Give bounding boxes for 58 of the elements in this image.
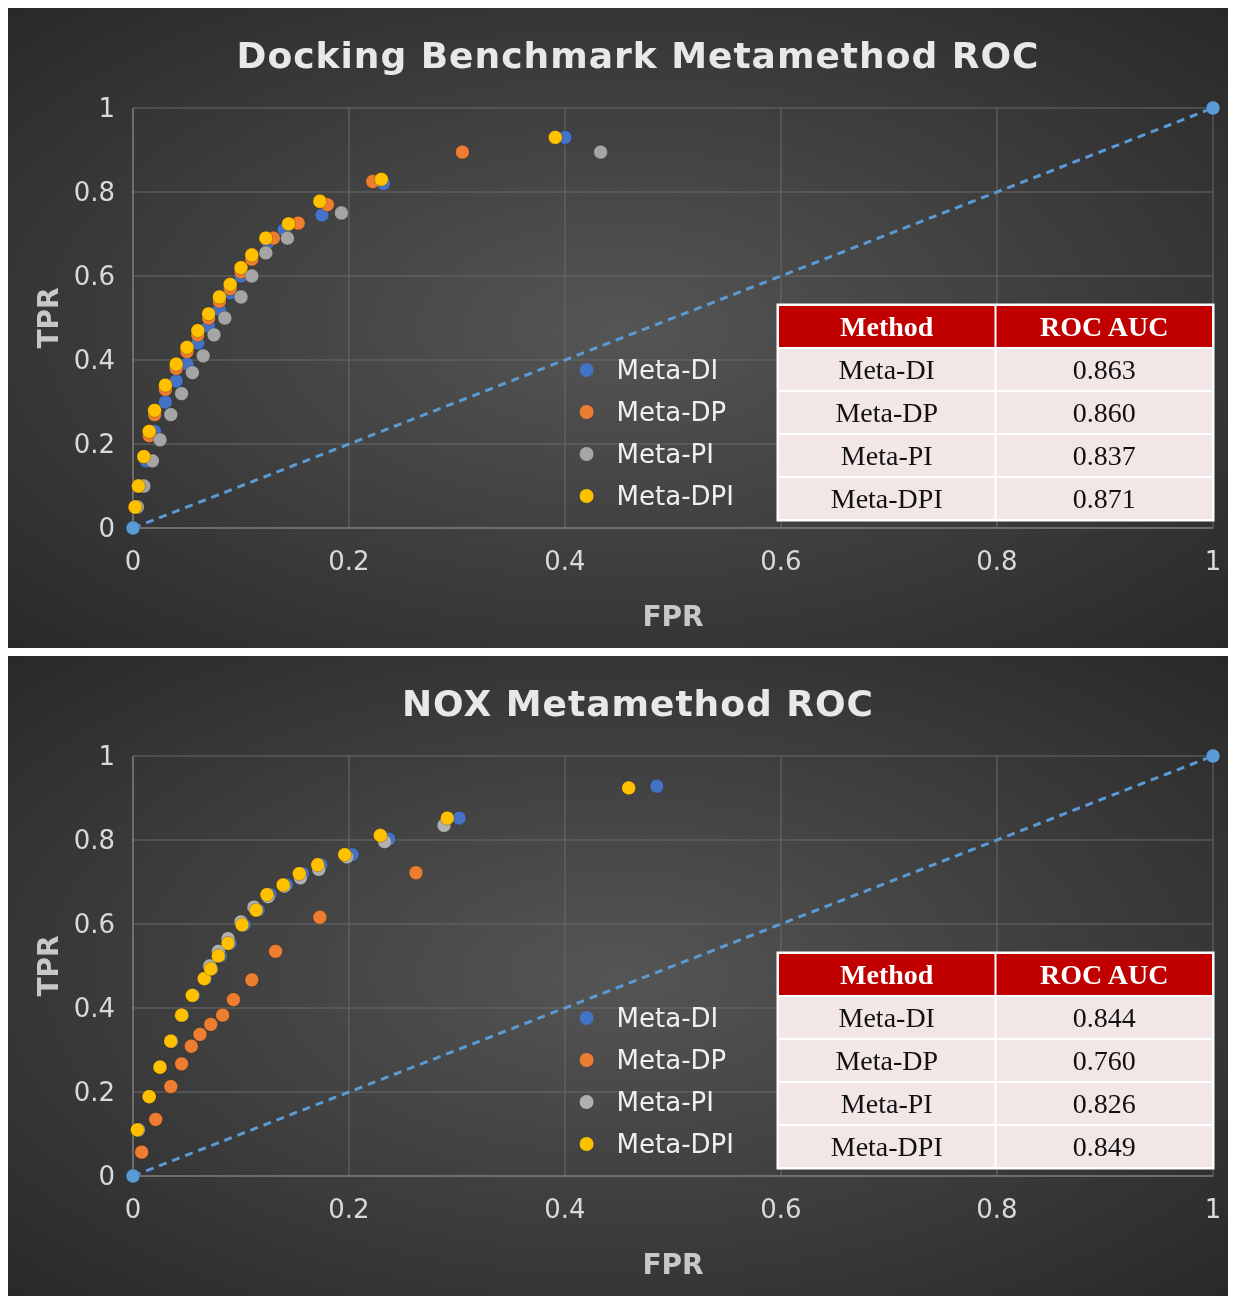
annotation: Method [840,311,934,343]
x-tick-label: 0.4 [544,1194,586,1224]
annotation: 0.760 [1072,1045,1136,1077]
annotation: Meta-PI [840,1088,933,1120]
annotation: Meta-DI [838,354,935,386]
annotation: 0.844 [1072,1002,1136,1034]
x-axis-title: FPR [642,600,704,633]
chart-title: NOX Metamethod ROC [401,683,875,724]
x-tick-label: 0.4 [544,546,586,576]
y-tick-label: 0.2 [73,429,115,460]
annotation: 0.863 [1072,354,1136,386]
y-tick-label: 0 [98,513,115,544]
y-axis-title: TPR [32,935,65,997]
x-tick-label: 0.8 [976,546,1018,576]
annotation: 0.826 [1072,1088,1136,1120]
annotation: Meta-DPI [830,483,943,515]
x-tick-label: 0 [124,546,142,576]
y-tick-label: 0.8 [73,825,115,856]
x-tick-label: 1 [1204,546,1222,576]
annotation: Meta-DP [835,397,939,429]
legend-label: Meta-PI [616,439,714,470]
x-tick-label: 0.2 [328,1194,370,1224]
chart-title: Docking Benchmark Metamethod ROC [236,35,1040,76]
y-tick-label: 0.6 [73,909,115,940]
x-tick-label: 0.6 [760,546,802,576]
y-tick-label: 0.4 [73,993,115,1024]
y-tick-label: 0.4 [73,345,115,376]
y-axis-title: TPR [32,287,65,349]
x-tick-label: 0.2 [328,546,370,576]
x-tick-label: 1 [1204,1194,1222,1224]
legend-label: Meta-PI [616,1087,714,1118]
legend-label: Meta-DP [616,397,727,428]
annotation: 0.837 [1072,440,1136,472]
y-tick-label: 0.6 [73,261,115,292]
annotation: Meta-DPI [830,1131,943,1163]
annotation: Method [840,959,934,991]
x-axis-title: FPR [642,1248,704,1281]
x-tick-label: 0 [124,1194,142,1224]
annotation: 0.871 [1072,483,1136,515]
legend-label: Meta-DP [616,1045,727,1076]
legend-label: Meta-DPI [616,1129,734,1160]
y-tick-label: 0 [98,1161,115,1192]
legend-label: Meta-DI [616,1003,719,1034]
y-tick-label: 0.2 [73,1077,115,1108]
annotation: Meta-PI [840,440,933,472]
annotation: Meta-DP [835,1045,939,1077]
y-tick-label: 0.8 [73,177,115,208]
annotation: ROC AUC [1040,959,1169,991]
y-tick-label: 1 [98,93,115,124]
x-tick-label: 0.8 [976,1194,1018,1224]
annotation: 0.860 [1072,397,1136,429]
legend-label: Meta-DPI [616,481,734,512]
annotation: ROC AUC [1040,311,1169,343]
annotation: 0.849 [1072,1131,1136,1163]
y-tick-label: 1 [98,741,115,772]
legend-label: Meta-DI [616,355,719,386]
x-tick-label: 0.6 [760,1194,802,1224]
annotation: Meta-DI [838,1002,935,1034]
